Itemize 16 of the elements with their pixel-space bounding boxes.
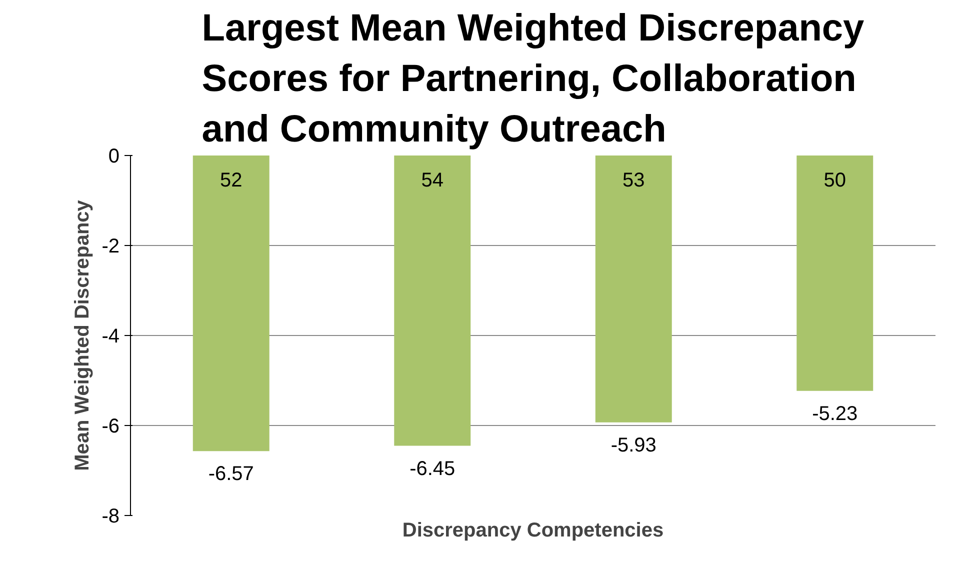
x-tick-label: 54	[421, 170, 444, 192]
y-tick-label: -4	[102, 326, 120, 348]
y-tick-label: -6	[102, 416, 120, 438]
y-tick-label: -2	[102, 236, 120, 258]
x-tick-label: 50	[824, 170, 846, 192]
chart-title: Largest Mean Weighted Discrepancy Scores for Partnering, Collaboration and Community Outreach	[202, 8, 864, 150]
y-tick-label: 0	[108, 146, 120, 168]
y-tick-label: -8	[102, 506, 120, 528]
x-axis-title: Discrepancy Competencies	[402, 520, 664, 542]
data-label: -5.23	[812, 402, 858, 425]
y-axis-title: Mean Weighted Discrepancy	[72, 199, 94, 471]
x-tick-label: 52	[220, 170, 242, 192]
data-label: -5.93	[610, 434, 656, 456]
data-label: -6.57	[208, 463, 254, 486]
x-tick-label: 53	[622, 170, 645, 192]
data-label: -6.45	[410, 458, 456, 480]
